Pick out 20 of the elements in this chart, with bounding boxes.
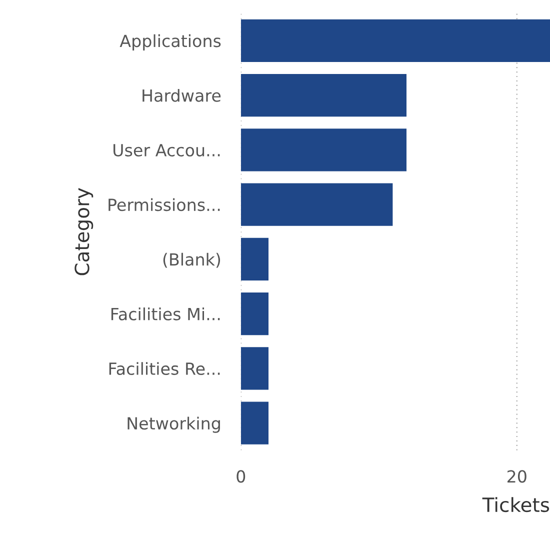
bar: [240, 19, 550, 62]
y-axis-title: Category: [74, 188, 94, 276]
bar: [240, 347, 268, 390]
bar: [240, 74, 406, 117]
bar: [240, 292, 268, 336]
y-tick-label: Facilities Mi...: [111, 307, 220, 320]
y-tick-label: (Blank): [163, 252, 220, 268]
bar: [240, 402, 268, 444]
y-tick-label: Hardware: [142, 88, 221, 102]
x-axis-title: Tickets: [482, 497, 550, 512]
x-tick-label: 0: [236, 470, 246, 483]
bar: [240, 183, 393, 226]
y-tick-label: Networking: [128, 416, 220, 433]
x-tick-label: 20: [508, 470, 526, 483]
y-tick-label: Permissions...: [108, 198, 220, 212]
bar: [240, 128, 406, 172]
y-tick-label: User Accou...: [114, 144, 220, 156]
bar: [240, 238, 268, 280]
y-tick-label: Applications: [120, 34, 221, 50]
y-tick-label: Facilities Re...: [109, 362, 220, 376]
